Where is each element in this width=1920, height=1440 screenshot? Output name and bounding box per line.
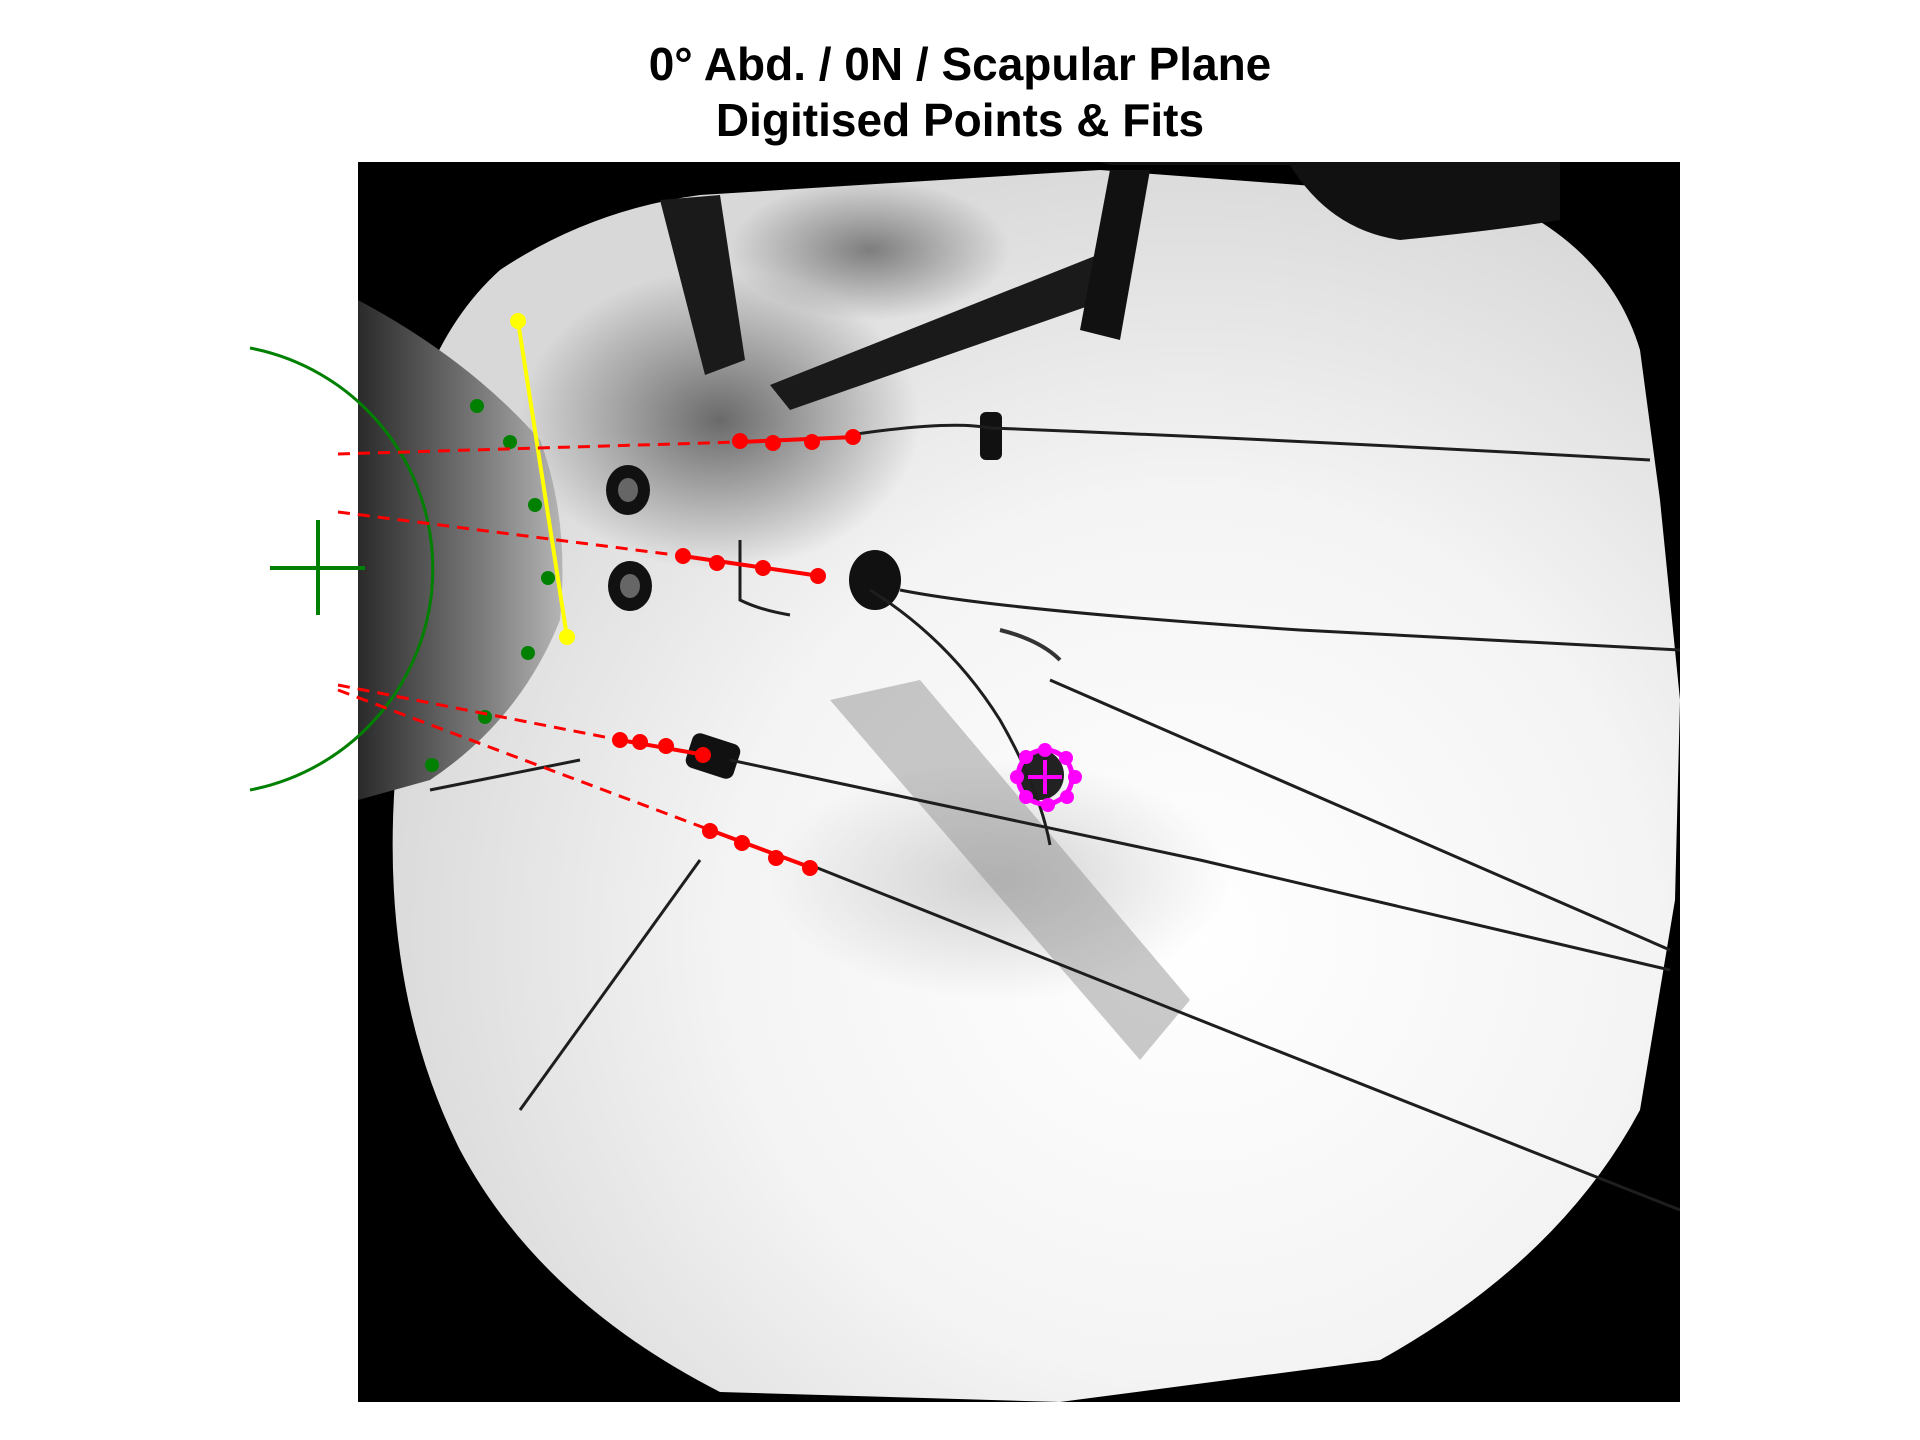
tendon-point	[804, 434, 820, 450]
digitised-point	[503, 435, 517, 449]
bead-marker-fit	[1010, 743, 1082, 812]
marker-bead-large	[849, 550, 901, 610]
glenoid-point-superior	[510, 313, 526, 329]
humeral-head-circle-fit	[249, 346, 555, 792]
bone-streak	[830, 680, 1190, 1060]
tendon-point	[845, 429, 861, 445]
tendon-point	[658, 738, 674, 754]
digitised-point	[521, 646, 535, 660]
title-line-2: Digitised Points & Fits	[715, 94, 1205, 146]
tendon-point	[768, 850, 784, 866]
tendon-point	[675, 548, 691, 564]
clamp-rod	[770, 250, 1120, 410]
tendon-fit-lines	[337, 429, 861, 876]
tendon-point	[702, 823, 718, 839]
bead-center-cross	[1028, 760, 1062, 794]
bead-points	[1010, 743, 1082, 812]
humeral-head-points	[425, 399, 555, 772]
wire-loop	[999, 628, 1062, 662]
clamp-left	[660, 195, 745, 375]
bead-point	[1010, 770, 1024, 784]
marker-cylinder	[685, 733, 741, 779]
tendon-point	[612, 732, 628, 748]
tendon-point	[802, 860, 818, 876]
tendon-point	[732, 433, 748, 449]
digitised-point	[541, 571, 555, 585]
bead-point	[1068, 770, 1082, 784]
title-line-1: 0° Abd. / 0N / Scapular Plane	[648, 38, 1272, 90]
bead-point	[1060, 790, 1074, 804]
marker-clip	[980, 412, 1002, 460]
tendon-fit-2	[337, 510, 826, 584]
glenoid-rim-line	[510, 313, 575, 645]
figure-title: 0° Abd. / 0N / Scapular Plane Digitised …	[0, 36, 1920, 148]
humeral-head-arc	[249, 346, 435, 792]
clamp-right-arm	[1080, 170, 1150, 340]
bead-point	[1019, 790, 1033, 804]
bead-point	[1059, 751, 1073, 765]
humeral-head-center-cross	[270, 520, 365, 615]
tendon-point	[632, 734, 648, 750]
digitised-point	[470, 399, 484, 413]
tendon-fit-3	[337, 683, 711, 763]
digitised-point	[528, 498, 542, 512]
soft-tissue-shadow	[770, 760, 1230, 1000]
bead-point	[1038, 743, 1052, 757]
clamp-right	[1100, 162, 1560, 240]
bead-point	[1019, 750, 1033, 764]
tendon-point	[709, 555, 725, 571]
humeral-head	[358, 300, 563, 800]
suture-wires	[429, 423, 1680, 1212]
xray-image	[358, 162, 1680, 1402]
tendon-point	[755, 560, 771, 576]
tendon-point	[695, 747, 711, 763]
tendon-fit-1	[337, 429, 861, 456]
tendon-point	[810, 568, 826, 584]
tendon-fit-4	[337, 688, 818, 876]
screw-hole-rim	[620, 574, 640, 598]
digitised-point	[425, 758, 439, 772]
glenoid-point-inferior	[559, 629, 575, 645]
tendon-point	[765, 435, 781, 451]
bead-point	[1041, 798, 1055, 812]
coracoid-shadow	[730, 180, 1010, 320]
screw-hole-rim	[618, 478, 638, 502]
tendon-point	[734, 835, 750, 851]
